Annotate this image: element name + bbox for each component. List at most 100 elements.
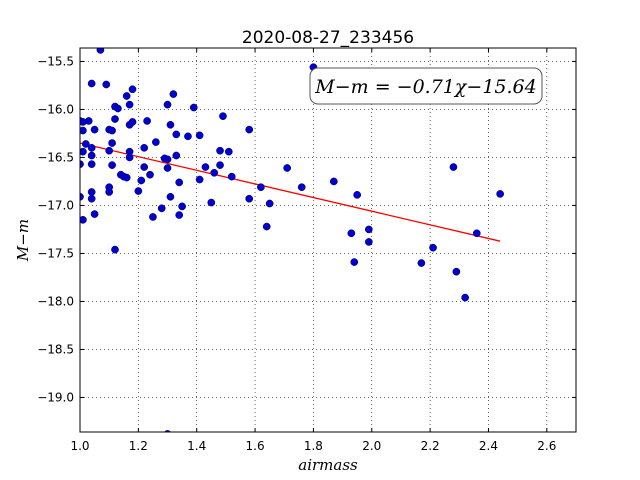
grid-lines [80, 48, 576, 432]
data-point [227, 172, 236, 181]
fit-line-layer [80, 142, 501, 242]
data-point [350, 258, 359, 266]
x-tick-label: 1.6 [246, 439, 265, 453]
data-point [262, 222, 271, 231]
data-point [149, 213, 157, 221]
data-point [146, 170, 154, 179]
fit-line [80, 142, 501, 242]
data-point [245, 194, 254, 203]
x-tick-label: 1.0 [70, 439, 89, 453]
data-point [329, 177, 338, 186]
data-point [122, 92, 131, 100]
x-tick-label: 1.2 [129, 439, 148, 453]
x-tick-label: 1.4 [187, 439, 206, 453]
data-point [102, 80, 111, 89]
x-tick-label: 2.2 [421, 439, 440, 453]
data-point [163, 164, 172, 172]
data-point [81, 140, 90, 148]
data-point [347, 229, 356, 238]
data-point [178, 202, 186, 211]
data-point [87, 160, 96, 169]
data-point [140, 143, 149, 152]
data-point [87, 188, 96, 196]
data-point [297, 183, 306, 192]
fit-annotation: M−m = −0.71χ−15.64 [309, 67, 543, 105]
data-point [219, 112, 227, 121]
x-tick-label: 2.0 [362, 439, 381, 453]
data-point [80, 215, 87, 224]
data-point [87, 151, 96, 160]
data-point [216, 161, 224, 169]
data-point [80, 126, 87, 135]
data-point [461, 293, 469, 302]
x-axis-label: airmass [298, 456, 358, 474]
x-axis-ticks: 1.0 1.2 1.4 1.6 1.8 2.0 2.2 2.4 2.6 [70, 48, 556, 453]
plot-frame [79, 47, 577, 433]
data-point [224, 147, 233, 156]
data-point [80, 147, 87, 156]
data-point [163, 100, 172, 109]
y-tick-label: −17.0 [37, 198, 74, 212]
data-point [128, 85, 137, 94]
data-point [216, 146, 224, 155]
data-point [84, 117, 93, 125]
data-point [114, 104, 122, 113]
data-point [169, 90, 178, 98]
y-axis-label: M−m [14, 219, 32, 262]
data-point [201, 163, 210, 171]
data-point [122, 173, 131, 182]
data-point [175, 178, 184, 187]
data-point [417, 259, 426, 267]
data-point [111, 245, 119, 254]
data-point [472, 229, 481, 238]
y-tick-label: −15.5 [37, 54, 74, 68]
data-point [111, 115, 119, 123]
y-tick-label: −17.5 [37, 246, 74, 260]
data-point [364, 225, 373, 234]
data-point [207, 198, 216, 207]
data-point [172, 130, 181, 139]
data-point [143, 117, 151, 125]
y-tick-label: −18.0 [37, 294, 74, 308]
y-tick-label: −18.5 [37, 342, 74, 356]
data-point [166, 192, 175, 201]
data-point [105, 146, 114, 155]
data-points [80, 48, 504, 432]
data-point [134, 187, 143, 195]
data-point [184, 132, 192, 141]
data-point [90, 210, 99, 218]
data-point [125, 100, 134, 109]
data-point [166, 120, 175, 129]
data-point [245, 125, 254, 134]
data-point [353, 191, 362, 199]
data-point [449, 163, 458, 171]
y-tick-label: −16.0 [37, 102, 74, 116]
data-point [195, 175, 204, 184]
data-point [125, 153, 134, 162]
annotation-box [309, 67, 543, 105]
data-point [152, 138, 160, 146]
data-point [87, 194, 96, 203]
data-point [140, 163, 149, 171]
data-point [195, 131, 204, 140]
data-point [163, 155, 172, 164]
data-point [175, 211, 184, 219]
data-point [210, 168, 219, 177]
annotation-text: M−m = −0.71χ−15.64 [314, 76, 536, 98]
data-point [265, 199, 274, 208]
data-point [108, 126, 116, 135]
data-point [96, 48, 105, 54]
data-point [137, 176, 146, 185]
data-point [105, 188, 114, 196]
data-point [364, 238, 373, 246]
x-tick-label: 2.6 [537, 439, 556, 453]
x-tick-label: 1.8 [304, 439, 323, 453]
data-point [87, 143, 96, 152]
data-point [496, 190, 504, 198]
data-point [128, 118, 137, 126]
data-point [157, 204, 166, 213]
data-point [452, 267, 461, 276]
data-point [283, 164, 292, 172]
data-point [87, 79, 96, 88]
